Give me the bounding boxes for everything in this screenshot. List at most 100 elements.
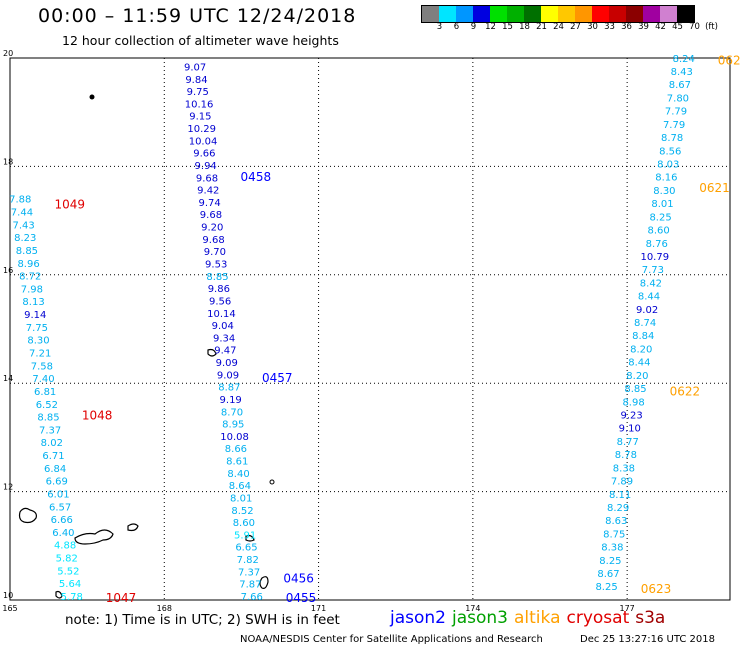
wave-height-value: 9.53 bbox=[205, 260, 227, 271]
wave-height-value: 8.78 bbox=[615, 450, 637, 461]
wave-height-value: 8.25 bbox=[649, 212, 671, 223]
color-swatch bbox=[609, 6, 626, 22]
wave-height-value: 6.65 bbox=[235, 543, 257, 554]
wave-height-value: 8.44 bbox=[638, 292, 660, 303]
wave-height-value: 9.86 bbox=[208, 284, 230, 295]
wave-height-value: 6.57 bbox=[49, 502, 71, 513]
wave-height-value: 6.81 bbox=[34, 387, 56, 398]
pass-time-label: 0457 bbox=[262, 371, 293, 385]
wave-height-value: 8.42 bbox=[640, 278, 662, 289]
y-tick-label: 16 bbox=[3, 266, 13, 275]
color-swatch bbox=[677, 6, 694, 22]
chart-title: 00:00 – 11:59 UTC 12/24/2018 bbox=[38, 5, 357, 27]
wave-height-value: 8.38 bbox=[613, 463, 635, 474]
color-swatch bbox=[439, 6, 456, 22]
color-swatch bbox=[558, 6, 575, 22]
wave-height-value: 8.75 bbox=[603, 529, 625, 540]
wave-height-value: 9.47 bbox=[214, 346, 236, 357]
pass-time-label: 1048 bbox=[82, 409, 113, 423]
color-scale-label: 21 bbox=[536, 22, 547, 32]
island-outline bbox=[74, 529, 114, 545]
wave-height-value: 8.95 bbox=[222, 420, 244, 431]
wave-height-value: 8.96 bbox=[17, 259, 39, 270]
wave-height-value: 9.02 bbox=[636, 305, 658, 316]
wave-height-value: 7.87 bbox=[239, 580, 261, 591]
pass-time-label: 0621 bbox=[699, 181, 730, 195]
x-tick-label: 174 bbox=[465, 604, 480, 613]
wave-height-value: 8.43 bbox=[671, 67, 693, 78]
wave-height-value: 8.20 bbox=[626, 371, 648, 382]
wave-height-value: 6.66 bbox=[51, 515, 73, 526]
pass-time-label: 1049 bbox=[54, 197, 85, 211]
wave-height-value: 8.85 bbox=[206, 272, 228, 283]
wave-height-value: 5.91 bbox=[234, 530, 256, 541]
credit-line: NOAA/NESDIS Center for Satellite Applica… bbox=[240, 634, 543, 645]
wave-height-value: 7.66 bbox=[241, 592, 263, 603]
color-swatch bbox=[473, 6, 490, 22]
color-scale-label: 36 bbox=[621, 22, 632, 32]
wave-height-value: 8.20 bbox=[630, 344, 652, 355]
pass-time-label: 0458 bbox=[241, 170, 272, 184]
wave-height-value: 9.23 bbox=[621, 410, 643, 421]
pass-time-label: 1047 bbox=[106, 591, 137, 605]
y-tick-label: 12 bbox=[3, 483, 13, 492]
color-scale-label: 12 bbox=[485, 22, 496, 32]
wave-height-value: 6.52 bbox=[36, 400, 58, 411]
color-swatch bbox=[575, 6, 592, 22]
wave-height-value: 8.03 bbox=[657, 159, 679, 170]
wave-height-value: 10.14 bbox=[207, 309, 236, 320]
wave-height-value: 6.01 bbox=[47, 489, 69, 500]
wave-height-value: 8.61 bbox=[226, 457, 248, 468]
wave-height-value: 7.89 bbox=[611, 477, 633, 488]
color-scale-label: 33 bbox=[604, 22, 615, 32]
wave-height-value: 8.52 bbox=[231, 506, 253, 517]
wave-height-value: 8.30 bbox=[653, 186, 675, 197]
wave-height-value: 8.98 bbox=[622, 397, 644, 408]
wave-height-value: 8.24 bbox=[673, 54, 695, 65]
wave-height-value: 8.66 bbox=[225, 444, 247, 455]
satellite-legend: jason2 jason3 altika cryosat s3a bbox=[390, 608, 671, 628]
wave-height-value: 8.67 bbox=[597, 569, 619, 580]
y-tick-label: 20 bbox=[3, 49, 13, 58]
island-outline bbox=[18, 507, 37, 524]
wave-height-value: 8.01 bbox=[230, 493, 252, 504]
wave-height-value: 8.87 bbox=[218, 383, 240, 394]
color-scale-label: 9 bbox=[470, 22, 477, 32]
grid-lines bbox=[9, 57, 731, 601]
wave-height-value: 8.25 bbox=[599, 556, 621, 567]
wave-height-value: 8.85 bbox=[37, 413, 59, 424]
island-outline bbox=[207, 348, 217, 357]
wave-height-value: 8.11 bbox=[609, 490, 631, 501]
color-scale-label: 45 bbox=[672, 22, 683, 32]
wave-height-value: 8.70 bbox=[221, 407, 243, 418]
wave-height-value: 10.29 bbox=[187, 124, 216, 135]
axis-tick-labels: 165 168 171 174 177 10 12 14 16 18 20 bbox=[2, 49, 634, 613]
wave-height-value: 8.60 bbox=[233, 518, 255, 529]
wave-height-value: 9.68 bbox=[196, 173, 218, 184]
wave-height-value: 8.67 bbox=[669, 80, 691, 91]
pass-time-label: 0622 bbox=[670, 384, 701, 398]
color-scale-label: 6 bbox=[453, 22, 460, 32]
legend-entry: altika bbox=[514, 608, 561, 628]
wave-height-value: 4.88 bbox=[54, 541, 76, 552]
wave-height-value: 9.68 bbox=[200, 210, 222, 221]
wave-height-value: 6.71 bbox=[42, 451, 64, 462]
wave-height-value: 7.21 bbox=[29, 349, 51, 360]
wave-height-value: 9.20 bbox=[201, 223, 223, 234]
color-swatch bbox=[456, 6, 473, 22]
wave-height-value: 8.74 bbox=[634, 318, 656, 329]
wave-height-value: 7.43 bbox=[12, 220, 34, 231]
color-scale-label: 18 bbox=[519, 22, 530, 32]
wave-height-value: 5.82 bbox=[56, 554, 78, 565]
legend-entry: jason2 bbox=[390, 608, 446, 628]
island-outline bbox=[55, 590, 63, 599]
color-scale-label: 3 bbox=[436, 22, 443, 32]
footnote: note: 1) Time is in UTC; 2) SWH is in fe… bbox=[65, 612, 340, 628]
wave-height-value: 9.07 bbox=[184, 62, 206, 73]
wave-height-value: 9.70 bbox=[204, 247, 226, 258]
wave-height-value: 6.84 bbox=[44, 464, 66, 475]
wave-height-value: 7.37 bbox=[238, 567, 260, 578]
wave-height-value: 7.88 bbox=[9, 195, 31, 206]
